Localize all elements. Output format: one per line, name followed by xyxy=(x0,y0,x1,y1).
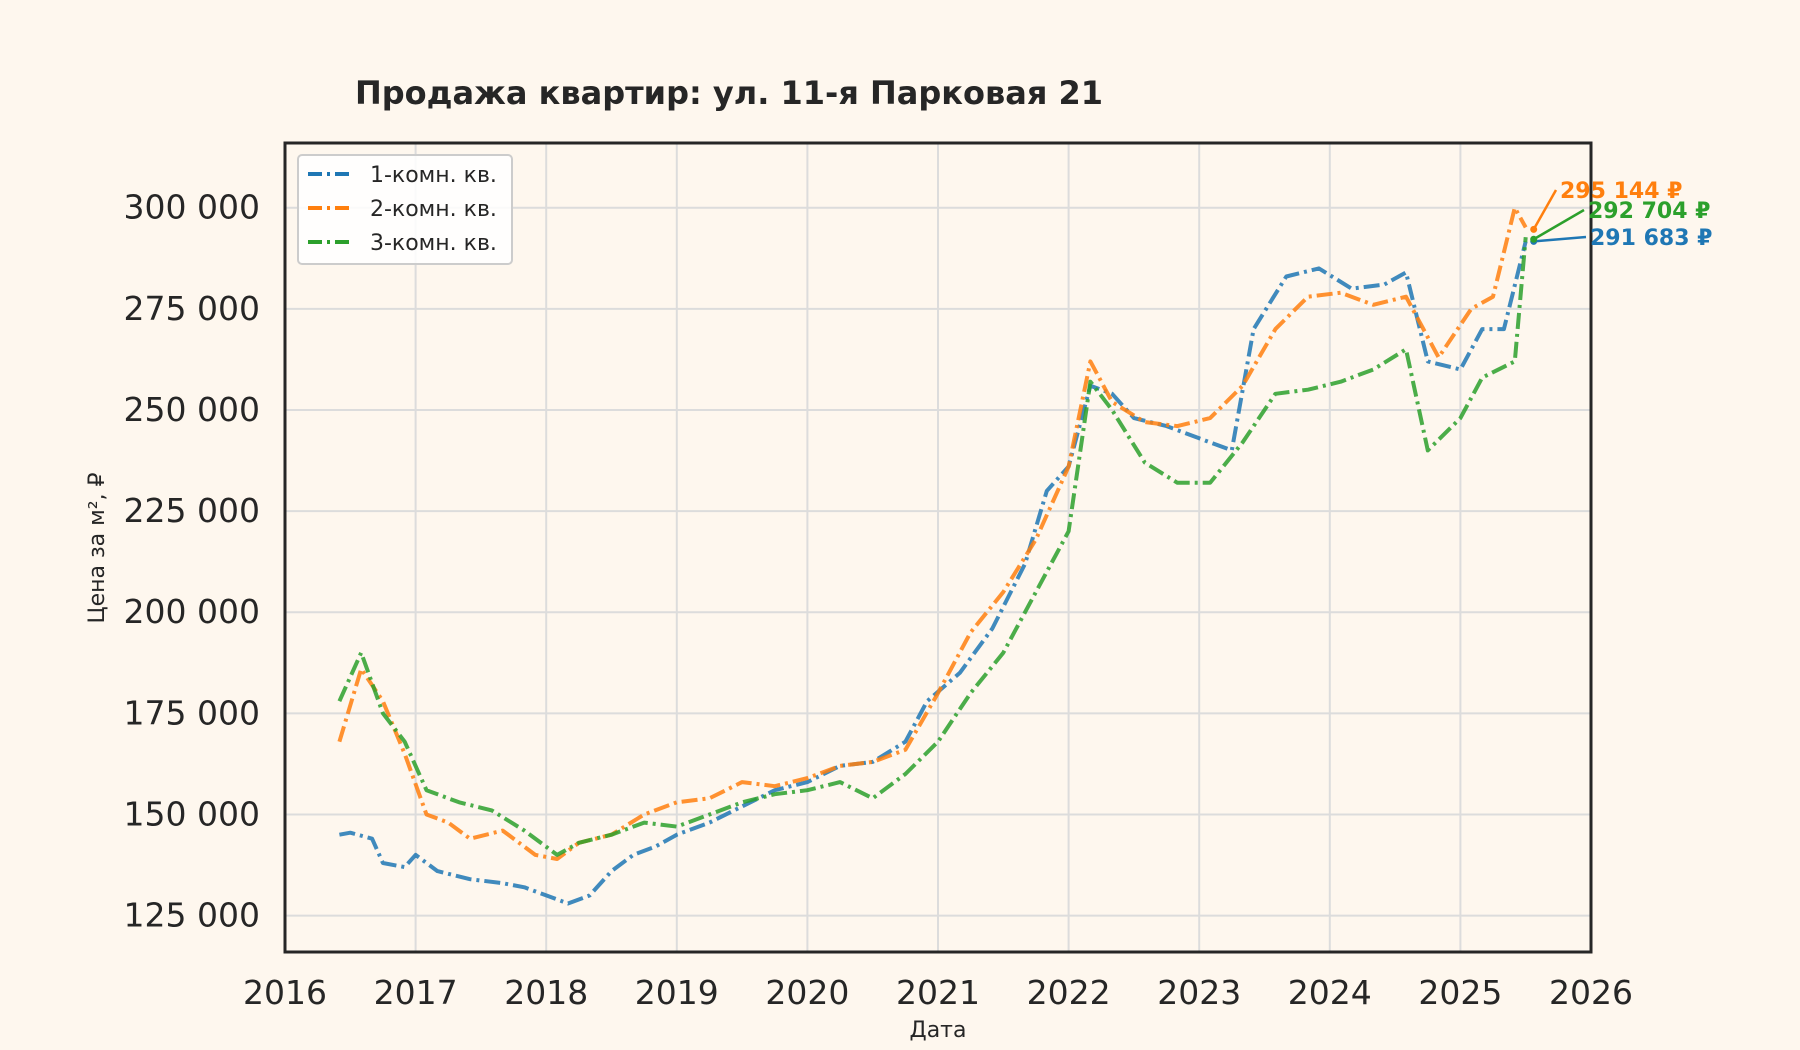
y-tick-label: 250 000 xyxy=(124,390,260,429)
x-tick-label: 2019 xyxy=(635,973,719,1012)
end-value-label: 292 704 ₽ xyxy=(1588,199,1710,224)
end-labels: 291 683 ₽ 295 144 ₽292 704 ₽ xyxy=(1530,179,1712,251)
x-tick-label: 2021 xyxy=(896,973,980,1012)
series-line-2 xyxy=(337,205,1528,861)
series-line-3 xyxy=(337,237,1528,857)
y-tick-label: 175 000 xyxy=(124,693,260,732)
y-tick-label: 300 000 xyxy=(124,188,260,227)
y-tick-label: 125 000 xyxy=(124,896,260,935)
end-label-arrowhead xyxy=(1530,235,1538,243)
x-tick-label: 2025 xyxy=(1418,973,1502,1012)
end-label-arrow xyxy=(1533,235,1587,243)
y-tick-label: 200 000 xyxy=(124,592,260,631)
x-tick-label: 2022 xyxy=(1027,973,1111,1012)
ticks: 2016 2017 2018 2019 2020 2021 2022 2023 2024 2025… xyxy=(124,188,1633,1012)
legend-box xyxy=(297,154,513,265)
legend-label: 1-комн. кв. xyxy=(370,163,497,188)
y-tick-label: 275 000 xyxy=(124,289,260,328)
series-line-1 xyxy=(339,240,1528,906)
series-layer xyxy=(337,205,1528,906)
legend-label: 2-комн. кв. xyxy=(370,197,497,222)
y-axis-label: Цена за м², ₽ xyxy=(85,472,110,623)
legend: 1-комн. кв. 2-комн. кв. 3-комн. кв. xyxy=(297,154,513,265)
end-label-arrow xyxy=(1532,189,1558,230)
x-tick-label: 2017 xyxy=(374,973,458,1012)
x-tick-label: 2024 xyxy=(1288,973,1372,1012)
x-tick-label: 2018 xyxy=(504,973,588,1012)
x-tick-label: 2016 xyxy=(243,973,327,1012)
x-tick-label: 2026 xyxy=(1549,973,1633,1012)
y-tick-label: 150 000 xyxy=(124,794,260,833)
y-tick-label: 225 000 xyxy=(124,491,260,530)
legend-label: 3-комн. кв. xyxy=(370,231,497,256)
x-tick-label: 2023 xyxy=(1157,973,1241,1012)
end-label-arrowhead xyxy=(1530,225,1538,233)
end-label-arrow xyxy=(1533,208,1585,241)
x-tick-label: 2020 xyxy=(765,973,849,1012)
plot-frame xyxy=(283,141,1593,954)
x-axis-label: Дата xyxy=(910,1018,967,1043)
end-value-label: 291 683 ₽ xyxy=(1590,226,1712,251)
chart-title: Продажа квартир: ул. 11-я Парковая 21 xyxy=(355,74,1103,112)
end-value-label: 295 144 ₽ xyxy=(1560,179,1682,204)
